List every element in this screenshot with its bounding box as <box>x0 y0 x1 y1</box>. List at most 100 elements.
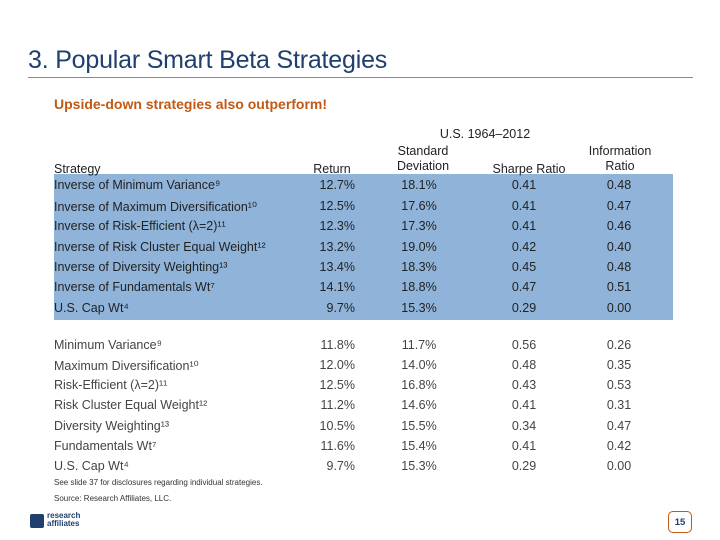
row-sharpe: 0.48 <box>511 358 537 372</box>
row-info-ratio: 0.47 <box>606 419 632 433</box>
row-strategy: Maximum Diversification¹⁰ <box>54 359 199 373</box>
row-strategy: Inverse of Risk-Efficient (λ=2)¹¹ <box>54 219 226 233</box>
row-sharpe: 0.34 <box>511 419 537 433</box>
row-sharpe: 0.41 <box>511 439 537 453</box>
shaded-table-band <box>54 174 673 320</box>
row-std-dev: 18.1% <box>401 178 437 192</box>
row-return: 12.7% <box>319 178 355 192</box>
row-std-dev: 11.7% <box>401 338 437 352</box>
table-row: Risk-Efficient (λ=2)¹¹ 12.5% 16.8% 0.43 … <box>54 378 694 396</box>
table-row: Diversity Weighting¹³ 10.5% 15.5% 0.34 0… <box>54 419 694 437</box>
logo-text: research affiliates <box>47 512 80 528</box>
row-return: 11.2% <box>320 398 355 412</box>
header-sharpe: Sharpe Ratio <box>492 162 566 176</box>
row-std-dev: 14.6% <box>401 398 437 412</box>
table-row: Inverse of Risk-Efficient (λ=2)¹¹ 12.3% … <box>54 219 694 237</box>
row-return: 11.6% <box>320 439 355 453</box>
header-return: Return <box>313 162 351 176</box>
row-return: 12.0% <box>319 358 355 372</box>
row-info-ratio: 0.48 <box>606 178 632 192</box>
row-sharpe: 0.42 <box>511 240 537 254</box>
logo-line2: affiliates <box>47 519 80 528</box>
row-strategy: Risk Cluster Equal Weight¹² <box>54 398 208 412</box>
header-strategy: Strategy <box>54 162 101 176</box>
row-info-ratio: 0.48 <box>606 260 632 274</box>
row-return: 12.5% <box>319 378 355 392</box>
row-info-ratio: 0.26 <box>606 338 632 352</box>
row-return: 13.4% <box>319 260 355 274</box>
table-row: Inverse of Maximum Diversification¹⁰ 12.… <box>54 199 694 217</box>
row-strategy: Inverse of Fundamentals Wt⁷ <box>54 280 215 294</box>
row-return: 13.2% <box>319 240 355 254</box>
row-strategy: Inverse of Diversity Weighting¹³ <box>54 260 228 274</box>
row-sharpe: 0.29 <box>511 301 537 315</box>
row-return: 11.8% <box>320 338 355 352</box>
row-std-dev: 15.5% <box>401 419 437 433</box>
row-strategy: Inverse of Risk Cluster Equal Weight¹² <box>54 240 266 254</box>
row-info-ratio: 0.53 <box>606 378 632 392</box>
slide-title: 3. Popular Smart Beta Strategies <box>28 46 388 74</box>
table-row: U.S. Cap Wt⁴ 9.7% 15.3% 0.29 0.00 <box>54 301 694 319</box>
row-std-dev: 18.3% <box>401 260 437 274</box>
disclosure-note: See slide 37 for disclosures regarding i… <box>54 478 263 487</box>
row-std-dev: 18.8% <box>401 280 437 294</box>
table-row: Fundamentals Wt⁷ 11.6% 15.4% 0.41 0.42 <box>54 439 694 457</box>
row-std-dev: 15.4% <box>401 439 437 453</box>
header-info-line2: Ratio <box>605 159 635 173</box>
source-note: Source: Research Affiliates, LLC. <box>54 494 172 503</box>
row-info-ratio: 0.46 <box>606 219 632 233</box>
row-info-ratio: 0.35 <box>606 358 632 372</box>
company-logo: research affiliates <box>30 510 90 534</box>
row-strategy: U.S. Cap Wt⁴ <box>54 459 129 473</box>
row-strategy: Diversity Weighting¹³ <box>54 419 170 433</box>
row-sharpe: 0.41 <box>511 199 537 213</box>
row-sharpe: 0.43 <box>511 378 537 392</box>
row-std-dev: 19.0% <box>401 240 437 254</box>
row-strategy: Inverse of Maximum Diversification¹⁰ <box>54 200 257 214</box>
row-sharpe: 0.47 <box>511 280 537 294</box>
row-return: 12.3% <box>319 219 355 233</box>
table-row: Inverse of Fundamentals Wt⁷ 14.1% 18.8% … <box>54 280 694 298</box>
period-header: U.S. 1964–2012 <box>439 127 531 141</box>
row-std-dev: 14.0% <box>401 358 437 372</box>
row-return: 9.7% <box>326 459 356 473</box>
row-return: 10.5% <box>319 419 355 433</box>
logo-line1: research <box>47 511 81 520</box>
row-std-dev: 15.3% <box>401 301 437 315</box>
row-std-dev: 17.3% <box>401 219 437 233</box>
row-sharpe: 0.45 <box>511 260 537 274</box>
row-strategy: Risk-Efficient (λ=2)¹¹ <box>54 378 168 392</box>
row-std-dev: 16.8% <box>401 378 437 392</box>
header-info-ratio: Information Ratio <box>580 144 660 174</box>
row-info-ratio: 0.00 <box>606 459 632 473</box>
row-strategy: Inverse of Minimum Variance⁹ <box>54 178 221 192</box>
header-info-line1: Information <box>588 144 652 158</box>
table-row: Risk Cluster Equal Weight¹² 11.2% 14.6% … <box>54 398 694 416</box>
header-std-line2: Deviation <box>396 159 450 173</box>
table-row: Inverse of Diversity Weighting¹³ 13.4% 1… <box>54 260 694 278</box>
row-sharpe: 0.56 <box>511 338 537 352</box>
logo-mark-icon <box>30 514 44 528</box>
page-number: 15 <box>668 511 692 533</box>
table-row: Inverse of Risk Cluster Equal Weight¹² 1… <box>54 240 694 258</box>
header-std-line1: Standard <box>397 144 449 158</box>
row-return: 12.5% <box>319 199 355 213</box>
slide-subtitle: Upside-down strategies also outperform! <box>54 96 328 112</box>
table-row: Inverse of Minimum Variance⁹ 12.7% 18.1%… <box>54 178 694 196</box>
row-info-ratio: 0.00 <box>606 301 632 315</box>
row-return: 9.7% <box>326 301 356 315</box>
table-row: Minimum Variance⁹ 11.8% 11.7% 0.56 0.26 <box>54 338 694 356</box>
table-row: Maximum Diversification¹⁰ 12.0% 14.0% 0.… <box>54 358 694 376</box>
table-row: U.S. Cap Wt⁴ 9.7% 15.3% 0.29 0.00 <box>54 459 694 477</box>
row-std-dev: 17.6% <box>401 199 437 213</box>
row-info-ratio: 0.40 <box>606 240 632 254</box>
row-info-ratio: 0.47 <box>606 199 632 213</box>
row-info-ratio: 0.51 <box>606 280 632 294</box>
row-sharpe: 0.41 <box>511 219 537 233</box>
row-info-ratio: 0.42 <box>606 439 632 453</box>
row-info-ratio: 0.31 <box>606 398 632 412</box>
row-sharpe: 0.29 <box>511 459 537 473</box>
row-return: 14.1% <box>319 280 355 294</box>
row-std-dev: 15.3% <box>401 459 437 473</box>
row-sharpe: 0.41 <box>511 398 537 412</box>
